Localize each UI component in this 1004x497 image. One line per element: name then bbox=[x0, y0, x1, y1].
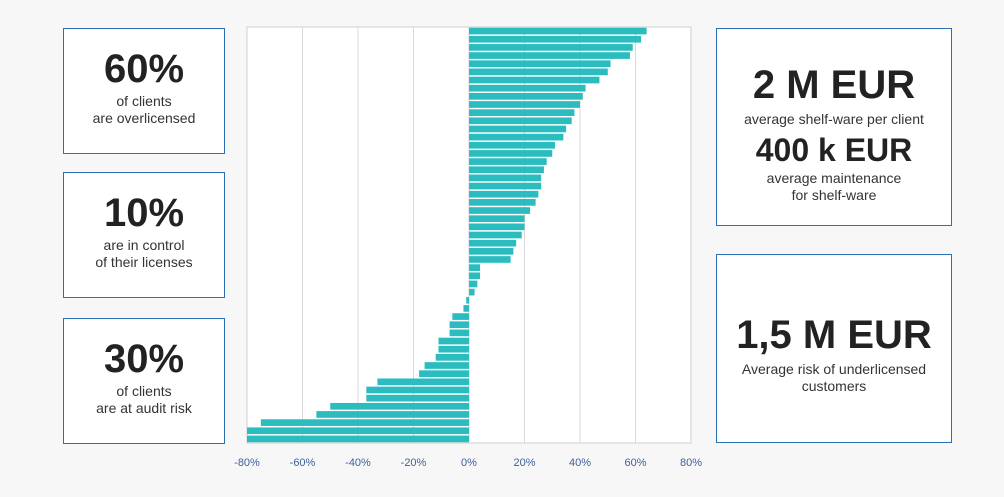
bar bbox=[260, 419, 469, 426]
stat-value: 10% bbox=[103, 191, 185, 235]
bar bbox=[469, 84, 586, 92]
stat-label-line2: customers bbox=[801, 378, 867, 394]
bar bbox=[438, 337, 469, 345]
bar bbox=[469, 231, 522, 239]
bar bbox=[469, 264, 481, 271]
bar bbox=[469, 174, 542, 182]
bar bbox=[469, 141, 556, 149]
stat-label-maintenance-line2: for shelf-ware bbox=[791, 187, 877, 203]
stat-label-line1: of clients bbox=[116, 93, 172, 109]
bar bbox=[438, 345, 469, 353]
stat-value: 30% bbox=[103, 337, 185, 381]
bar bbox=[469, 117, 572, 125]
stat-card-shelfware: 2 M EUR average shelf-ware per client 40… bbox=[716, 28, 952, 226]
stat-label-maintenance-line1: average maintenance bbox=[766, 170, 902, 186]
chart-svg: -80% -60% -40% -20% 0% 20% 40% 60% 80% bbox=[234, 26, 702, 469]
bar bbox=[469, 182, 542, 190]
bar bbox=[469, 272, 481, 280]
stat-value: 1,5 M EUR bbox=[736, 313, 932, 357]
bar bbox=[419, 370, 469, 378]
stat-label-line1: of clients bbox=[116, 383, 172, 399]
x-tick-label: -80% bbox=[234, 457, 260, 469]
bar bbox=[469, 92, 583, 100]
bar bbox=[469, 101, 580, 108]
stat-value-maintenance: 400 k EUR bbox=[755, 132, 913, 168]
x-tick-label: -40% bbox=[345, 457, 371, 469]
diverging-bar-chart: -80% -60% -40% -20% 0% 20% 40% 60% 80% bbox=[230, 20, 710, 480]
bar bbox=[469, 215, 525, 223]
bar bbox=[469, 166, 544, 174]
bar bbox=[469, 247, 514, 255]
stat-value-shelfware: 2 M EUR bbox=[752, 63, 916, 107]
bar bbox=[469, 76, 600, 84]
x-tick-label: 40% bbox=[569, 457, 591, 469]
stat-label-line2: of their licenses bbox=[95, 254, 193, 270]
bar bbox=[469, 133, 564, 141]
stat-card-in-control: 10% are in control of their licenses bbox=[63, 172, 225, 298]
bar bbox=[469, 52, 630, 59]
bar bbox=[469, 44, 633, 51]
stat-label-line2: are overlicensed bbox=[92, 110, 196, 126]
bar bbox=[449, 321, 469, 329]
stat-label-line2: are at audit risk bbox=[96, 400, 192, 416]
bar bbox=[469, 207, 531, 214]
stat-label-line1: Average risk of underlicensed bbox=[741, 361, 927, 377]
bar bbox=[469, 125, 567, 133]
bar bbox=[316, 411, 469, 418]
x-tick-label: 60% bbox=[624, 457, 646, 469]
stat-card-overlicensed: 60% of clients are overlicensed bbox=[63, 28, 225, 154]
bar bbox=[469, 223, 525, 231]
bar bbox=[247, 435, 469, 443]
bar bbox=[469, 190, 539, 198]
bar bbox=[469, 109, 575, 116]
x-tick-label: 80% bbox=[680, 457, 702, 469]
stat-label-line1: are in control bbox=[103, 237, 185, 253]
x-tick-label: 20% bbox=[513, 457, 535, 469]
stat-card-audit-risk: 30% of clients are at audit risk bbox=[63, 318, 225, 444]
bar bbox=[469, 288, 475, 296]
bar bbox=[469, 256, 511, 263]
bar bbox=[377, 378, 469, 386]
x-tick-label: -60% bbox=[290, 457, 316, 469]
bar bbox=[469, 239, 517, 247]
bar bbox=[435, 354, 469, 361]
stat-label-shelfware: average shelf-ware per client bbox=[744, 111, 924, 127]
bar bbox=[469, 27, 647, 35]
bar bbox=[424, 362, 469, 369]
bar bbox=[452, 313, 469, 320]
bar bbox=[449, 329, 469, 337]
bar bbox=[469, 60, 611, 68]
bar bbox=[469, 280, 478, 288]
bar bbox=[469, 68, 608, 76]
bar bbox=[469, 35, 642, 43]
bar bbox=[463, 305, 469, 312]
x-tick-label: 0% bbox=[461, 457, 477, 469]
x-tick-label: -20% bbox=[401, 457, 427, 469]
bar bbox=[330, 402, 469, 410]
bar bbox=[469, 150, 553, 157]
bar bbox=[247, 427, 469, 435]
bar bbox=[366, 386, 469, 394]
bar bbox=[366, 394, 469, 402]
bar bbox=[469, 199, 536, 206]
bar bbox=[469, 158, 547, 165]
bar bbox=[466, 296, 469, 304]
stat-value: 60% bbox=[103, 47, 185, 91]
stat-card-underlicensed-risk: 1,5 M EUR Average risk of underlicensed … bbox=[716, 254, 952, 443]
